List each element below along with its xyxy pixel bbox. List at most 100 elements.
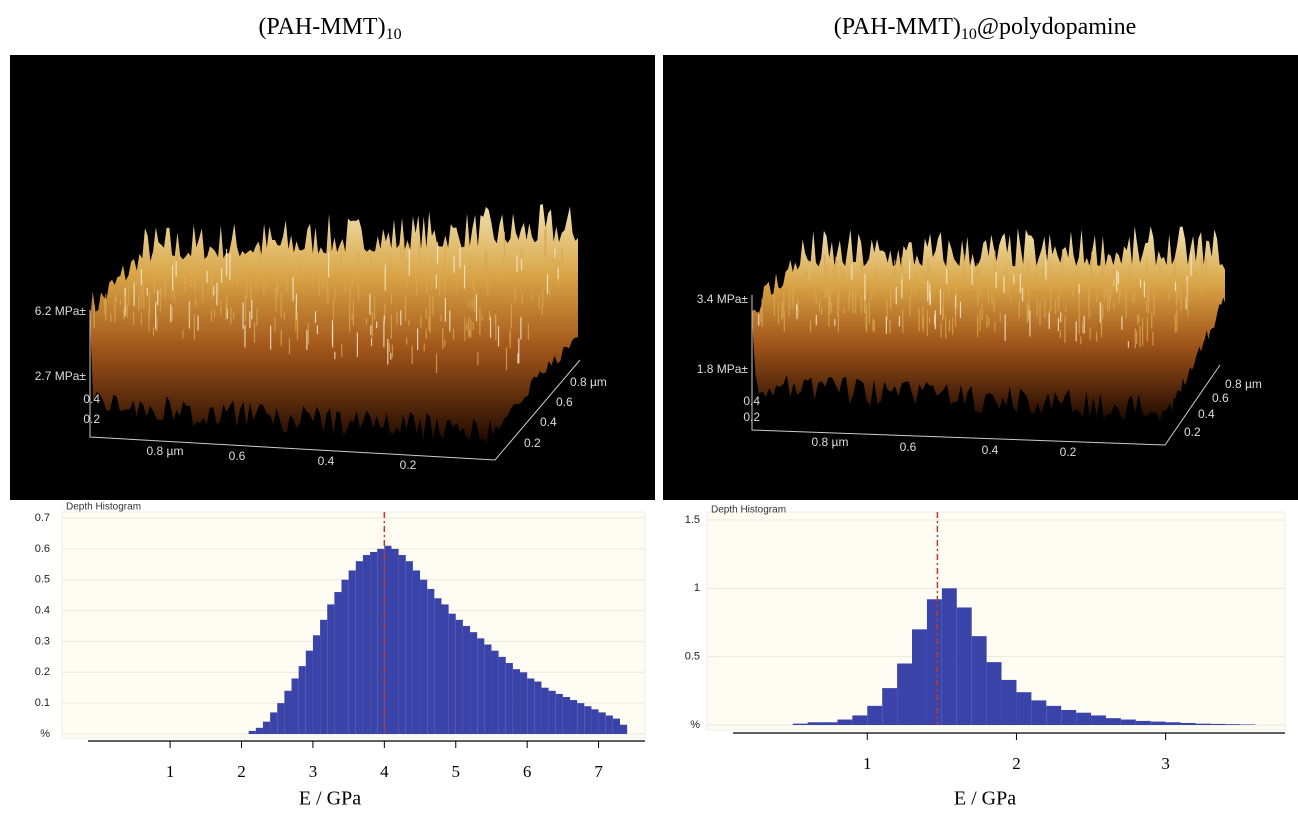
histogram-bar xyxy=(491,650,499,734)
histogram-bar xyxy=(926,599,942,725)
y-tick-label: % xyxy=(40,728,50,740)
histogram-subtitle: Depth Histogram xyxy=(66,502,141,513)
afm-axis-label: 0.6 xyxy=(556,395,573,409)
histogram-bar xyxy=(1240,724,1256,725)
title-subscript: 10 xyxy=(961,26,977,43)
histogram-bar xyxy=(355,561,363,734)
x-tick-label: 1 xyxy=(863,754,872,773)
y-tick-label: 0.5 xyxy=(685,651,700,663)
histogram-bar xyxy=(577,703,585,734)
histogram-bar xyxy=(1016,692,1032,725)
histogram-bar xyxy=(1001,679,1017,725)
histogram-bar xyxy=(852,715,868,725)
histogram-bar xyxy=(591,709,599,734)
afm-axis-label: 0.4 xyxy=(540,415,557,429)
histogram-bar xyxy=(448,613,456,734)
histogram-bar xyxy=(897,663,913,725)
histogram-bar xyxy=(1120,719,1136,725)
histogram-bar xyxy=(1061,709,1077,725)
x-tick-label: 4 xyxy=(380,762,389,781)
afm-axis-label: 3.4 MPa± xyxy=(697,292,749,306)
histogram-bar xyxy=(534,681,542,734)
histogram-bar xyxy=(398,555,406,734)
afm-axis-label: 0.6 xyxy=(229,449,246,463)
histogram-bar xyxy=(255,727,263,734)
histogram-bar xyxy=(822,722,838,725)
y-tick-label: 0.5 xyxy=(35,574,50,586)
histogram-bar xyxy=(312,635,321,734)
histogram-bar xyxy=(327,604,335,734)
histogram-bar xyxy=(484,644,492,734)
afm-axis-label: 0.6 xyxy=(1212,391,1229,405)
y-tick-label: 0.6 xyxy=(35,543,50,555)
y-tick-label: 0.2 xyxy=(35,666,50,678)
histogram-bar xyxy=(377,548,385,734)
histogram-bar xyxy=(792,723,808,725)
afm-axis-label: 0.8 µm xyxy=(1225,377,1262,391)
histogram-bar xyxy=(562,696,571,734)
x-axis-label: E / GPa xyxy=(299,788,361,810)
histogram-bar xyxy=(605,715,613,734)
histogram-bar xyxy=(320,619,328,734)
histogram-bar xyxy=(470,632,478,734)
histogram-bar xyxy=(291,678,299,734)
y-tick-label: 0.7 xyxy=(35,512,50,524)
x-tick-label: 2 xyxy=(1012,754,1021,773)
panel-title: (PAH-MMT)10@polydopamine xyxy=(834,14,1137,43)
panel-title: (PAH-MMT)10 xyxy=(258,14,401,43)
histogram-bar xyxy=(807,722,823,725)
x-tick-label: 3 xyxy=(309,762,318,781)
histogram-bar xyxy=(462,626,471,734)
x-tick-label: 1 xyxy=(166,762,175,781)
histogram-bar xyxy=(305,650,313,734)
afm-frame xyxy=(89,310,581,461)
y-tick-label: % xyxy=(690,719,700,731)
x-tick-label: 5 xyxy=(452,762,461,781)
histogram-bar xyxy=(1135,720,1151,725)
histogram-bar xyxy=(620,724,628,734)
afm-axis-label: 0.4 xyxy=(743,394,760,408)
histogram-bar xyxy=(1091,715,1106,725)
histogram-bar xyxy=(527,678,535,734)
histogram-bar xyxy=(520,672,528,734)
histogram-bar xyxy=(882,688,898,725)
title-main: (PAH-MMT) xyxy=(258,14,385,40)
histogram-bar xyxy=(298,666,306,734)
y-tick-label: 0.4 xyxy=(35,604,50,616)
afm-axis-label: 6.2 MPa± xyxy=(35,304,87,318)
histogram-bar xyxy=(1165,722,1181,725)
histogram-bar xyxy=(505,663,513,734)
histogram-bar xyxy=(427,588,435,734)
afm-axis-label: 0.4 xyxy=(1198,407,1215,421)
histogram-bar xyxy=(1105,718,1121,725)
histogram-bar xyxy=(912,629,927,725)
histogram-bar xyxy=(477,638,485,734)
histogram-bar xyxy=(362,555,371,734)
histogram-bar xyxy=(498,656,506,734)
histogram-bar xyxy=(612,718,621,734)
histogram-bar xyxy=(405,561,413,734)
histogram-bar xyxy=(341,579,349,734)
afm-axis-label: 0.8 µm xyxy=(570,375,607,389)
x-tick-label: 7 xyxy=(594,762,603,781)
histogram-bar xyxy=(348,570,356,734)
title-subscript: 10 xyxy=(386,26,402,43)
histogram-bar xyxy=(837,719,853,725)
histogram-bar xyxy=(441,604,449,734)
afm-frame xyxy=(751,295,1221,446)
afm-axis-label: 0.2 xyxy=(743,410,760,424)
afm-axis-label: 0.6 xyxy=(900,440,917,454)
afm-axis-label: 0.2 xyxy=(83,412,100,426)
afm-axis-label: 0.4 xyxy=(83,392,100,406)
histogram-bar xyxy=(262,721,271,734)
y-tick-label: 0.3 xyxy=(35,635,50,647)
histogram-bar xyxy=(941,588,957,725)
histogram-bar xyxy=(541,687,549,734)
histogram-bar xyxy=(867,705,883,725)
histogram-bar xyxy=(512,669,521,734)
histogram-bar xyxy=(455,619,463,734)
y-tick-label: 0.1 xyxy=(35,697,50,709)
afm-surface xyxy=(90,204,578,444)
afm-axis-label: 0.4 xyxy=(318,454,335,468)
